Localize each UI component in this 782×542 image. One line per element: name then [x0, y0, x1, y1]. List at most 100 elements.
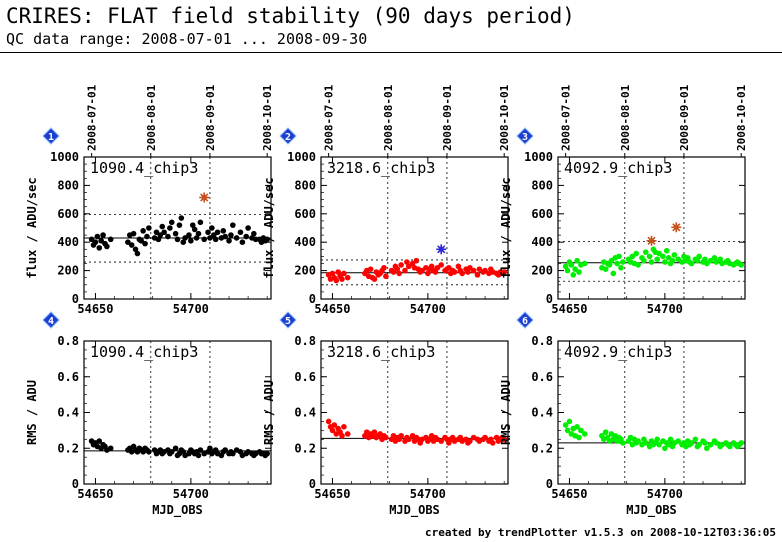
data-point	[98, 237, 104, 244]
panel-index-badge	[279, 127, 297, 145]
data-point	[210, 232, 217, 238]
x-tick-label: 54650	[551, 302, 587, 316]
y-axis-label: flux / ADU/sec	[499, 177, 513, 278]
data-point	[94, 233, 101, 240]
data-point	[168, 219, 175, 226]
plot-frame	[83, 156, 272, 300]
y-tick-label: 0	[309, 477, 316, 491]
data-point	[648, 259, 655, 265]
outlier-star	[199, 192, 210, 203]
data-point	[189, 222, 196, 228]
y-tick-label: 0.8	[57, 334, 79, 348]
data-point	[662, 259, 668, 265]
data-point	[132, 246, 139, 253]
data-point	[707, 257, 714, 264]
y-tick-label: 1000	[287, 150, 316, 164]
outlier-star	[671, 222, 682, 233]
panel-index-badge	[279, 311, 297, 329]
data-point	[717, 256, 723, 263]
data-point	[398, 432, 404, 439]
data-point	[610, 270, 617, 277]
data-point	[100, 232, 106, 238]
y-tick-label: 0	[546, 292, 553, 306]
data-point	[568, 262, 575, 268]
x-tick-label: 54700	[173, 487, 209, 501]
data-point	[157, 232, 164, 238]
data-point	[434, 264, 441, 271]
data-point	[398, 262, 404, 268]
data-point	[467, 264, 473, 271]
panel-index-label: 1	[48, 132, 54, 143]
date-tick-label: 2008-09-01	[204, 84, 217, 151]
data-point	[197, 447, 204, 453]
data-point	[654, 436, 661, 443]
data-point	[446, 264, 452, 271]
plot-frame	[320, 340, 509, 485]
data-point	[371, 429, 378, 435]
data-point	[489, 440, 496, 446]
plot-frame	[557, 156, 746, 300]
data-point	[344, 274, 351, 281]
data-point	[207, 445, 213, 452]
data-point	[230, 450, 236, 457]
data-point	[702, 440, 708, 446]
data-point	[713, 259, 720, 265]
data-point	[738, 262, 744, 268]
y-tick-label: 0.4	[57, 406, 79, 420]
data-point	[476, 266, 483, 272]
x-tick-label: 54650	[77, 487, 113, 501]
y-tick-label: 0	[72, 292, 79, 306]
data-point	[578, 427, 584, 434]
data-point	[325, 418, 332, 425]
data-point	[193, 235, 200, 241]
data-point	[339, 432, 345, 439]
y-tick-label: 800	[531, 178, 553, 192]
data-point	[226, 237, 232, 244]
data-point	[602, 429, 609, 435]
data-point	[138, 237, 145, 244]
data-point	[688, 440, 695, 446]
y-axis-label: RMS / ADU	[499, 380, 513, 445]
panel-label: 3218.6_chip3	[327, 159, 435, 177]
data-point	[574, 257, 580, 264]
data-point	[635, 262, 641, 268]
y-tick-label: 0.2	[531, 441, 553, 455]
data-point	[176, 222, 183, 228]
data-point	[228, 232, 234, 238]
data-point	[663, 247, 670, 254]
y-tick-label: 0.4	[294, 406, 316, 420]
data-point	[711, 255, 718, 261]
data-point	[432, 269, 439, 275]
data-point	[88, 236, 95, 243]
data-point	[168, 449, 175, 455]
page-subtitle: QC data range: 2008-07-01 ... 2008-09-30	[6, 30, 368, 48]
data-point	[620, 440, 626, 446]
data-point	[629, 253, 636, 260]
panel-label: 1090.4_chip3	[90, 343, 198, 361]
x-tick-label: 54700	[173, 302, 209, 316]
data-point	[581, 431, 588, 437]
data-point	[738, 440, 744, 446]
data-point	[207, 235, 213, 241]
data-point	[702, 256, 708, 263]
data-point	[667, 436, 674, 443]
x-tick-label: 54700	[410, 302, 446, 316]
x-axis-label: MJD_OBS	[152, 503, 203, 518]
data-point	[465, 269, 471, 275]
outlier-star	[646, 235, 657, 246]
data-point	[251, 230, 257, 237]
data-point	[501, 269, 507, 275]
panel-label: 4092.9_chip3	[564, 343, 672, 361]
data-point	[669, 257, 676, 264]
data-point	[237, 229, 244, 236]
data-point	[656, 250, 662, 257]
y-tick-label: 0.8	[531, 334, 553, 348]
outlier-star	[436, 244, 447, 255]
data-point	[713, 440, 720, 446]
data-point	[684, 255, 691, 261]
chart-panel-5: 0 0.2 0.4 0.6 0.8 54650 54700 RMS / ADU MJD_OBS 3…	[262, 311, 509, 518]
data-point	[474, 272, 481, 278]
data-point	[264, 236, 270, 243]
data-point	[633, 250, 640, 257]
data-point	[696, 441, 703, 448]
